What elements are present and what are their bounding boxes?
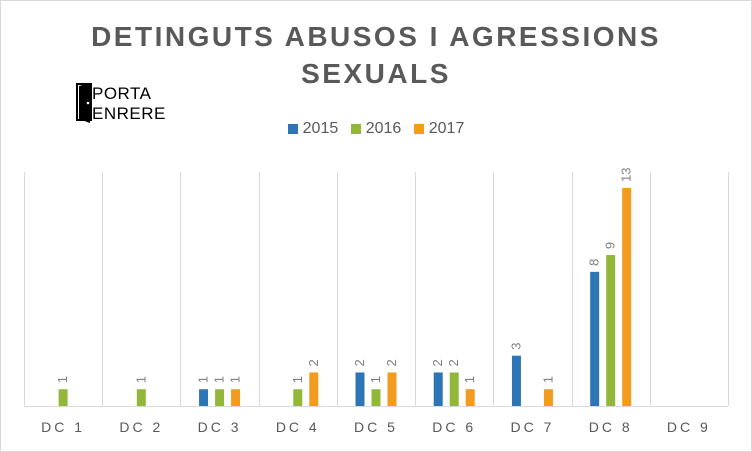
bar-2015 (590, 271, 600, 406)
bar-2016 (449, 372, 459, 406)
data-label: 3 (508, 342, 523, 349)
chart-title-line-2: SEXUALS (301, 58, 451, 89)
bar-2015 (199, 389, 209, 406)
legend-item-2016: 2016 (350, 120, 402, 138)
data-label: 2 (430, 359, 445, 366)
logo-line-2: ENRERE (92, 104, 166, 123)
door-icon: PORTA ENRERE (76, 83, 166, 123)
bar-2017 (309, 372, 319, 406)
data-label: 9 (603, 242, 618, 249)
porta-enrere-logo: PORTA ENRERE (76, 82, 176, 124)
legend-swatch-2017 (413, 124, 424, 134)
x-tick-label: DC 5 (354, 419, 398, 435)
data-label: 2 (306, 359, 321, 366)
legend-item-2015: 2015 (287, 120, 339, 138)
data-label: 2 (384, 359, 399, 366)
x-tick-label: DC 6 (432, 419, 476, 435)
legend-label-2016: 2016 (365, 120, 402, 137)
bar-2016 (58, 389, 68, 406)
bar-2015 (355, 372, 365, 406)
data-label: 2 (446, 359, 461, 366)
x-tick-label: DC 8 (589, 419, 633, 435)
bar-2017 (543, 389, 553, 406)
data-label: 13 (619, 168, 634, 182)
logo-line-1: PORTA (92, 84, 152, 103)
legend: 2015 2016 2017 (0, 120, 752, 139)
data-label: 1 (212, 376, 227, 383)
x-tick-label: DC 3 (198, 419, 242, 435)
bar-2017 (465, 389, 475, 406)
bar-2017 (387, 372, 397, 406)
data-label: 1 (540, 376, 555, 383)
data-label: 1 (196, 376, 211, 383)
x-tick-label: DC 9 (667, 419, 711, 435)
bar-2015 (433, 372, 443, 406)
bar-2016 (371, 389, 381, 406)
legend-swatch-2016 (350, 124, 361, 134)
legend-label-2015: 2015 (302, 120, 339, 137)
legend-label-2017: 2017 (428, 120, 465, 137)
data-label: 1 (290, 376, 305, 383)
chart-title: DETINGUTS ABUSOS I AGRESSIONS SEXUALS (0, 18, 752, 92)
legend-item-2017: 2017 (413, 120, 465, 138)
x-tick-label: DC 7 (510, 419, 554, 435)
chart-title-line-1: DETINGUTS ABUSOS I AGRESSIONS (91, 21, 661, 52)
bar-2016 (215, 389, 225, 406)
data-label: 8 (587, 259, 602, 266)
data-label: 2 (352, 359, 367, 366)
bar-2016 (136, 389, 146, 406)
data-label: 1 (368, 376, 383, 383)
bar-2016 (606, 255, 616, 406)
bar-2016 (293, 389, 303, 406)
data-label: 1 (228, 376, 243, 383)
x-tick-label: DC 2 (119, 419, 163, 435)
bar-2017 (231, 389, 241, 406)
data-label: 1 (462, 376, 477, 383)
x-tick-label: DC 4 (276, 419, 320, 435)
data-label: 1 (133, 376, 148, 383)
x-tick-label: DC 1 (41, 419, 85, 435)
legend-swatch-2015 (287, 124, 298, 134)
data-label: 1 (55, 376, 70, 383)
bar-2017 (622, 188, 632, 406)
bar-2015 (511, 355, 521, 406)
